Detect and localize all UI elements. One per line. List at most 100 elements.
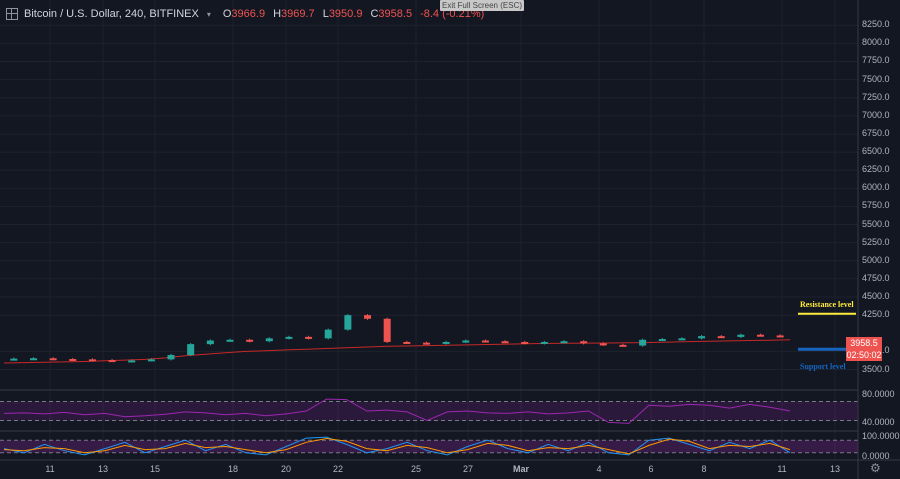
candle-body: [265, 338, 273, 342]
price-tick-label: 6500.0: [862, 146, 890, 157]
candle-body: [422, 342, 430, 345]
candle-body: [206, 340, 214, 345]
candle-body: [167, 355, 175, 360]
candle-body: [560, 341, 568, 344]
chevron-down-icon[interactable]: ▾: [206, 9, 211, 19]
time-tick-label: 13: [97, 464, 109, 474]
candle-body: [29, 358, 37, 361]
support-level-label: Support level: [800, 362, 846, 371]
candle-body: [619, 344, 627, 347]
price-tick-label: 7500.0: [862, 73, 890, 84]
price-tick-label: 7750.0: [862, 55, 890, 66]
rsi-band: [0, 401, 858, 421]
price-tick-label: 5000.0: [862, 254, 890, 265]
price-tick-label: 5750.0: [862, 200, 890, 211]
candle-body: [285, 336, 293, 339]
resistance-level-label: Resistance level: [800, 300, 854, 309]
price-tick-label: 7000.0: [862, 109, 890, 120]
candle-body: [501, 341, 509, 344]
candle-body: [639, 339, 647, 346]
candle-body: [49, 358, 57, 361]
chart-header: Bitcoin / U.S. Dollar, 240, BITFINEX ▾ O…: [6, 6, 492, 22]
candlestick-series: [10, 314, 784, 363]
time-tick-label: 8: [701, 464, 707, 474]
candle-body: [147, 359, 155, 362]
candle-body: [580, 341, 588, 344]
time-tick-label: 11: [45, 464, 55, 474]
candle-body: [717, 336, 725, 339]
candle-body: [540, 341, 548, 344]
candle-body: [776, 335, 784, 338]
price-tick-label: 4250.0: [862, 309, 890, 320]
high-value: 3969.7: [281, 8, 315, 20]
price-tick-label: 7250.0: [862, 91, 890, 102]
candle-body: [305, 336, 313, 339]
change-value: -8.4 (-0.21%): [420, 8, 485, 20]
candle-body: [187, 344, 195, 356]
price-tick-label: 6750.0: [862, 127, 890, 138]
rsi-pane[interactable]: [0, 398, 858, 424]
time-tick-label: 11: [777, 464, 787, 474]
time-tick-label: 27: [462, 464, 474, 474]
candle-body: [226, 339, 234, 342]
candle-body: [324, 329, 332, 339]
candle-body: [128, 360, 136, 363]
rsi-axis-label-80: 80.0000: [862, 389, 895, 399]
candle-body: [108, 360, 116, 363]
symbol-title[interactable]: Bitcoin / U.S. Dollar, 240, BITFINEX: [24, 8, 199, 20]
candle-body: [678, 338, 686, 341]
price-tick-label: 5500.0: [862, 218, 890, 229]
candle-body: [246, 339, 254, 342]
time-tick-label: 6: [648, 464, 654, 474]
expand-icon[interactable]: [6, 8, 18, 20]
close-label: C: [370, 8, 379, 20]
stoch-axis-label-100: 100.0000: [862, 431, 900, 441]
candle-body: [737, 334, 745, 337]
candle-body: [481, 340, 489, 343]
open-label: O: [222, 8, 232, 20]
time-tick-label: 25: [410, 464, 422, 474]
candle-body: [442, 341, 450, 344]
exit-fullscreen-button[interactable]: Exit Full Screen (ESC): [440, 0, 524, 11]
candle-body: [698, 336, 706, 339]
low-label: L: [322, 8, 329, 20]
gear-icon[interactable]: ⚙: [870, 461, 881, 475]
grid-lines: [0, 0, 858, 460]
last-price-tag: 3958.5: [846, 337, 882, 349]
candle-body: [403, 341, 411, 344]
price-tick-label: 8250.0: [862, 19, 890, 30]
candle-body: [364, 315, 372, 319]
low-value: 3950.9: [328, 8, 363, 20]
candle-body: [757, 334, 765, 337]
rsi-line: [3, 398, 791, 424]
stoch-axis-label-0: 0.0000: [862, 451, 890, 461]
rsi-axis-label-40: 40.0000: [862, 417, 895, 427]
candle-body: [462, 340, 470, 343]
time-tick-label: 22: [332, 464, 344, 474]
price-tick-label: 3500.0: [862, 363, 890, 374]
price-tick-label: 4500.0: [862, 291, 890, 302]
price-tick-label: 5250.0: [862, 236, 890, 247]
time-tick-label: 18: [227, 464, 239, 474]
price-tick-label: 6000.0: [862, 182, 890, 193]
stoch-d-line: [3, 437, 791, 455]
candle-body: [521, 341, 529, 344]
time-tick-label: 20: [280, 464, 292, 474]
time-tick-label: 15: [149, 464, 161, 474]
high-label: H: [273, 8, 282, 20]
price-tick-label: 8000.0: [862, 37, 890, 48]
time-tick-label: Mar: [512, 464, 530, 474]
stoch-band: [0, 440, 858, 453]
open-value: 3966.9: [231, 8, 266, 20]
candle-body: [344, 315, 352, 330]
stochastic-pane[interactable]: [0, 436, 858, 456]
time-tick-label: 13: [829, 464, 841, 474]
time-tick-label: 4: [596, 464, 602, 474]
close-value: 3958.5: [378, 8, 413, 20]
candle-body: [10, 358, 18, 361]
candle-body: [88, 359, 96, 362]
price-tick-label: 6250.0: [862, 164, 890, 175]
ma-line: [3, 339, 791, 364]
moving-average-line: [3, 339, 791, 364]
